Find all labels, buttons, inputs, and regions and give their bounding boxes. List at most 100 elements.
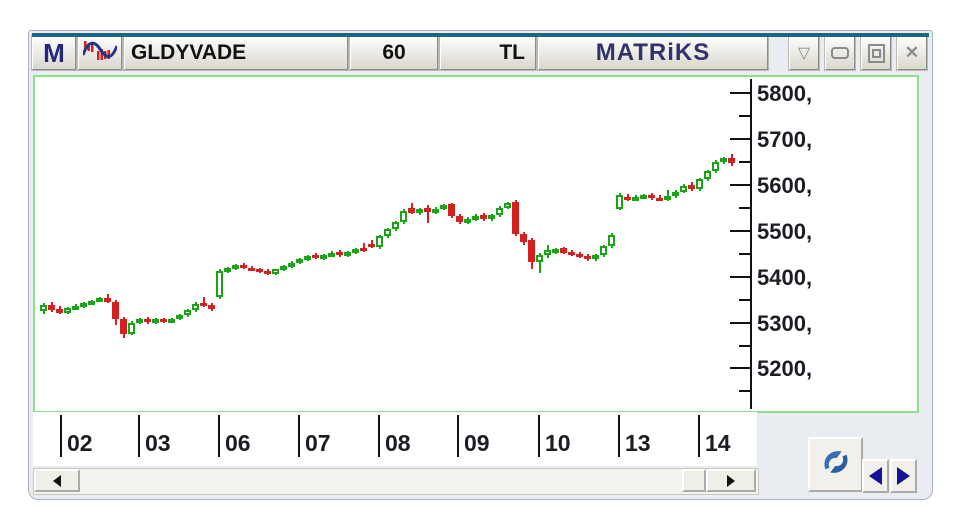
candle-body — [48, 305, 55, 310]
y-tick-label: 5400, — [757, 264, 813, 290]
y-tick-label: 5600, — [757, 173, 813, 199]
dropdown-button[interactable]: ▽ — [788, 35, 820, 71]
candle-body — [288, 262, 295, 267]
y-major-tick — [730, 184, 751, 187]
candle-body — [224, 268, 231, 273]
chevron-down-icon: ▽ — [797, 45, 811, 62]
candle-body — [688, 185, 695, 189]
symbol-text: GLDYVADE — [131, 41, 247, 64]
matriks-m-logo: M — [31, 35, 77, 71]
candle-body — [680, 186, 687, 192]
candle-body — [424, 208, 431, 213]
candle-body — [480, 214, 487, 220]
y-tick-label: 5800, — [757, 81, 813, 107]
candle-body — [120, 318, 127, 334]
candle-body — [360, 247, 367, 251]
horizontal-scrollbar[interactable] — [33, 468, 759, 495]
close-button[interactable]: ✕ — [896, 35, 928, 71]
candle-body — [320, 254, 327, 259]
x-tick — [218, 415, 220, 457]
y-minor-tick — [739, 344, 751, 347]
brand-text: MATRiKS — [595, 39, 711, 66]
x-axis-label: 02 — [67, 430, 93, 456]
candle-body — [232, 265, 239, 270]
candle-body — [176, 315, 183, 320]
minimize-button[interactable] — [824, 35, 856, 71]
y-tick-label: 5300, — [757, 310, 813, 336]
candle-body — [520, 233, 527, 242]
candle-body — [704, 170, 711, 180]
candle-body — [352, 248, 359, 253]
plot-area[interactable] — [35, 77, 917, 411]
x-tick — [618, 415, 620, 457]
candle-body — [296, 258, 303, 263]
chart-type-button[interactable] — [77, 35, 123, 71]
candle-body — [712, 162, 719, 171]
candle-body — [336, 251, 343, 256]
candle-body — [168, 318, 175, 323]
candle-body — [96, 298, 103, 303]
m-logo-letter: M — [43, 37, 65, 68]
candle-wick — [426, 205, 429, 223]
window-controls: ▽ ✕ — [785, 35, 929, 71]
x-axis-label: 13 — [625, 430, 651, 456]
candle-body — [184, 309, 191, 316]
candle-body — [496, 207, 503, 216]
currency-field[interactable]: TL — [439, 35, 537, 71]
scroll-left-button[interactable] — [34, 469, 80, 492]
scrollbar-thumb[interactable] — [682, 469, 706, 492]
next-button[interactable] — [890, 459, 917, 493]
price-chart-icon — [81, 39, 119, 68]
previous-button[interactable] — [862, 459, 889, 493]
candle-body — [248, 267, 255, 271]
refresh-sync-icon — [815, 441, 857, 488]
candle-body — [376, 236, 383, 248]
matriks-brand-logo: MATRiKS — [537, 35, 769, 71]
candle-body — [568, 251, 575, 255]
x-axis-label: 08 — [385, 430, 411, 456]
candle-wick — [666, 189, 669, 202]
x-tick — [298, 415, 300, 457]
y-tick-label: 5700, — [757, 127, 813, 153]
x-axis-label: 14 — [705, 430, 731, 456]
y-minor-tick — [739, 390, 751, 393]
maximize-button[interactable] — [860, 35, 892, 71]
candle-body — [728, 158, 735, 164]
candle-body — [80, 303, 87, 308]
x-tick — [378, 415, 380, 457]
candle-body — [72, 306, 79, 311]
y-minor-tick — [739, 207, 751, 210]
y-tick-label: 5200, — [757, 356, 813, 382]
candle-body — [152, 319, 159, 324]
candle-body — [448, 204, 455, 217]
y-major-tick — [730, 367, 751, 370]
candle-body — [160, 319, 167, 323]
candle-body — [616, 195, 623, 209]
candle-body — [344, 252, 351, 257]
candle-body — [136, 319, 143, 324]
candle-body — [512, 202, 519, 234]
symbol-field[interactable]: GLDYVADE — [123, 35, 349, 71]
candle-body — [216, 271, 223, 297]
candle-body — [576, 253, 583, 258]
y-major-tick — [730, 275, 751, 278]
candle-body — [312, 254, 319, 259]
refresh-button[interactable] — [808, 437, 863, 492]
candle-body — [192, 303, 199, 310]
next-arrow-icon — [897, 467, 910, 485]
candle-body — [696, 179, 703, 189]
candle-body — [552, 249, 559, 254]
y-major-tick — [730, 229, 751, 232]
left-arrow-icon — [53, 474, 61, 487]
candle-body — [280, 266, 287, 271]
x-tick — [698, 415, 700, 457]
candle-body — [40, 305, 47, 311]
candle-body — [408, 208, 415, 213]
y-minor-tick — [739, 161, 751, 164]
candle-body — [384, 229, 391, 236]
scroll-right-button[interactable] — [706, 469, 756, 492]
candle-body — [632, 196, 639, 201]
candle-body — [432, 208, 439, 213]
interval-field[interactable]: 60 — [349, 35, 439, 71]
